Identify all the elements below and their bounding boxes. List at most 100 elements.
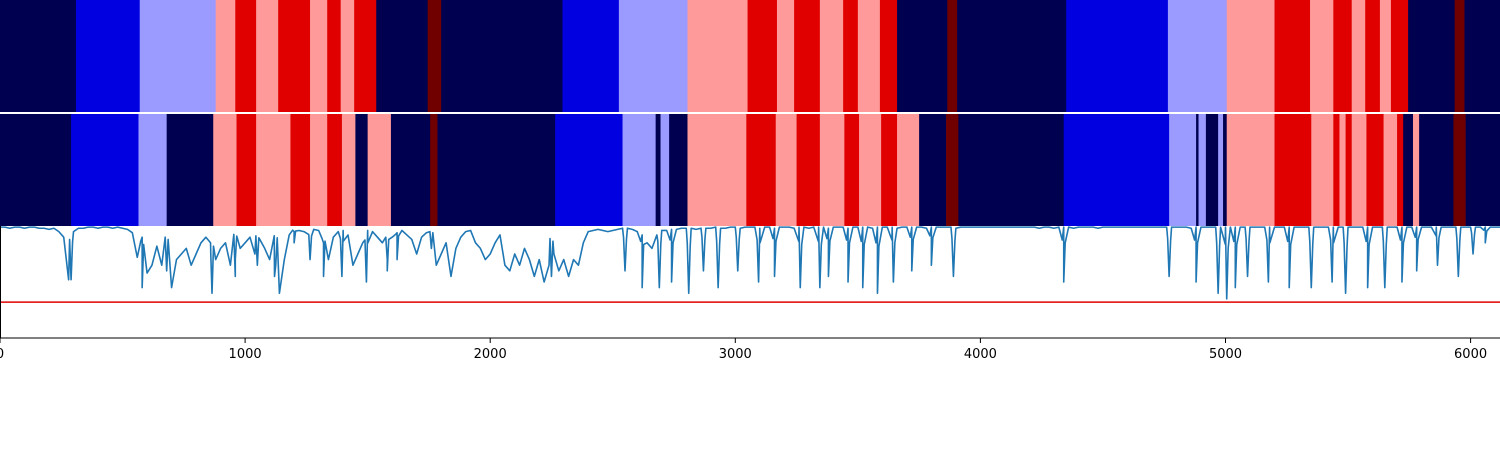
top-segment-0	[0, 0, 77, 112]
top-segment-5	[256, 0, 279, 112]
middle-segment-50	[1397, 114, 1404, 226]
top-segment-4	[235, 0, 257, 112]
top-segment-26	[957, 0, 1067, 112]
middle-segment-38	[1205, 114, 1219, 226]
top-segment-11	[376, 0, 429, 112]
middle-segment-9	[327, 114, 343, 226]
middle-segment-41	[1226, 114, 1275, 226]
top-segment-34	[1365, 0, 1381, 112]
middle-segment-42	[1274, 114, 1312, 226]
top-segment-27	[1066, 0, 1169, 112]
middle-segmentation-track	[0, 114, 1500, 226]
middle-segment-27	[844, 114, 860, 226]
top-segment-39	[1464, 0, 1500, 112]
middle-segment-17	[555, 114, 623, 226]
top-segment-3	[215, 0, 236, 112]
top-segment-6	[278, 0, 311, 112]
middle-segment-55	[1465, 114, 1500, 226]
x-tick-label-3000: 3000	[719, 347, 752, 362]
top-segmentation-track	[0, 0, 1500, 112]
middle-segment-0	[0, 114, 72, 226]
middle-segment-16	[437, 114, 556, 226]
middle-segment-51	[1403, 114, 1414, 226]
middle-segment-34	[1063, 114, 1170, 226]
x-tick-label-1000: 1000	[229, 347, 262, 362]
middle-segment-52	[1412, 114, 1420, 226]
middle-segment-54	[1453, 114, 1467, 226]
middle-segment-29	[881, 114, 898, 226]
middle-segment-10	[341, 114, 356, 226]
top-segment-17	[747, 0, 778, 112]
middle-segment-25	[796, 114, 821, 226]
middle-segment-18	[622, 114, 656, 226]
middle-segment-22	[687, 114, 747, 226]
middle-segment-6	[256, 114, 291, 226]
top-segment-12	[427, 0, 442, 112]
middle-segment-23	[746, 114, 777, 226]
top-segment-33	[1351, 0, 1366, 112]
middle-segment-33	[958, 114, 1065, 226]
middle-segment-47	[1351, 114, 1367, 226]
middle-segment-32	[946, 114, 959, 226]
middle-segment-11	[355, 114, 368, 226]
top-segment-10	[354, 0, 377, 112]
middle-segment-35	[1169, 114, 1197, 226]
middle-segment-44	[1333, 114, 1340, 226]
middle-segment-53	[1419, 114, 1454, 226]
middle-segment-20	[660, 114, 670, 226]
signal-layer	[0, 226, 1500, 303]
top-segment-19	[794, 0, 821, 112]
x-tick-label-4000: 4000	[964, 347, 997, 362]
top-segment-1	[75, 0, 141, 112]
middle-segment-3	[166, 114, 214, 226]
top-segment-36	[1390, 0, 1409, 112]
top-segment-29	[1226, 0, 1275, 112]
x-axis: 0 1000 2000 3000 4000 5000 6000	[0, 338, 1487, 362]
middle-segment-31	[919, 114, 947, 226]
top-segment-13	[441, 0, 563, 112]
middle-segment-40	[1223, 114, 1228, 226]
middle-segment-19	[655, 114, 661, 226]
middle-segment-46	[1345, 114, 1353, 226]
top-segment-7	[310, 0, 328, 112]
x-tick-label-0: 0	[0, 347, 4, 362]
top-segment-2	[139, 0, 217, 112]
top-segment-23	[879, 0, 898, 112]
middle-segment-30	[897, 114, 920, 226]
top-segment-25	[947, 0, 958, 112]
middle-segment-37	[1198, 114, 1207, 226]
middle-segment-1	[71, 114, 139, 226]
middle-segment-15	[430, 114, 438, 226]
top-segment-14	[562, 0, 620, 112]
middle-segment-21	[669, 114, 688, 226]
top-segment-37	[1408, 0, 1456, 112]
top-segment-24	[897, 0, 948, 112]
middle-segment-24	[775, 114, 797, 226]
middle-segment-8	[310, 114, 328, 226]
middle-segment-14	[390, 114, 431, 226]
top-segment-31	[1310, 0, 1334, 112]
middle-segment-13	[370, 114, 392, 226]
top-segment-16	[687, 0, 748, 112]
top-segment-21	[843, 0, 859, 112]
top-segment-35	[1379, 0, 1392, 112]
middle-segment-45	[1339, 114, 1346, 226]
middle-segment-5	[236, 114, 257, 226]
middle-segment-28	[859, 114, 882, 226]
middle-segment-36	[1196, 114, 1199, 226]
top-segment-20	[819, 0, 844, 112]
top-segment-8	[327, 0, 342, 112]
signal-line	[0, 226, 1500, 300]
x-tick-label-5000: 5000	[1209, 347, 1242, 362]
top-segment-28	[1167, 0, 1228, 112]
top-segment-30	[1274, 0, 1311, 112]
signal-plot-background	[0, 226, 1500, 338]
middle-segment-48	[1366, 114, 1384, 226]
middle-segment-12	[367, 114, 371, 226]
top-segment-22	[857, 0, 881, 112]
signal-plot: 0 1000 2000 3000 4000 5000 6000	[0, 226, 1500, 362]
top-segment-15	[618, 0, 688, 112]
middle-segment-39	[1218, 114, 1224, 226]
top-segment-38	[1454, 0, 1465, 112]
